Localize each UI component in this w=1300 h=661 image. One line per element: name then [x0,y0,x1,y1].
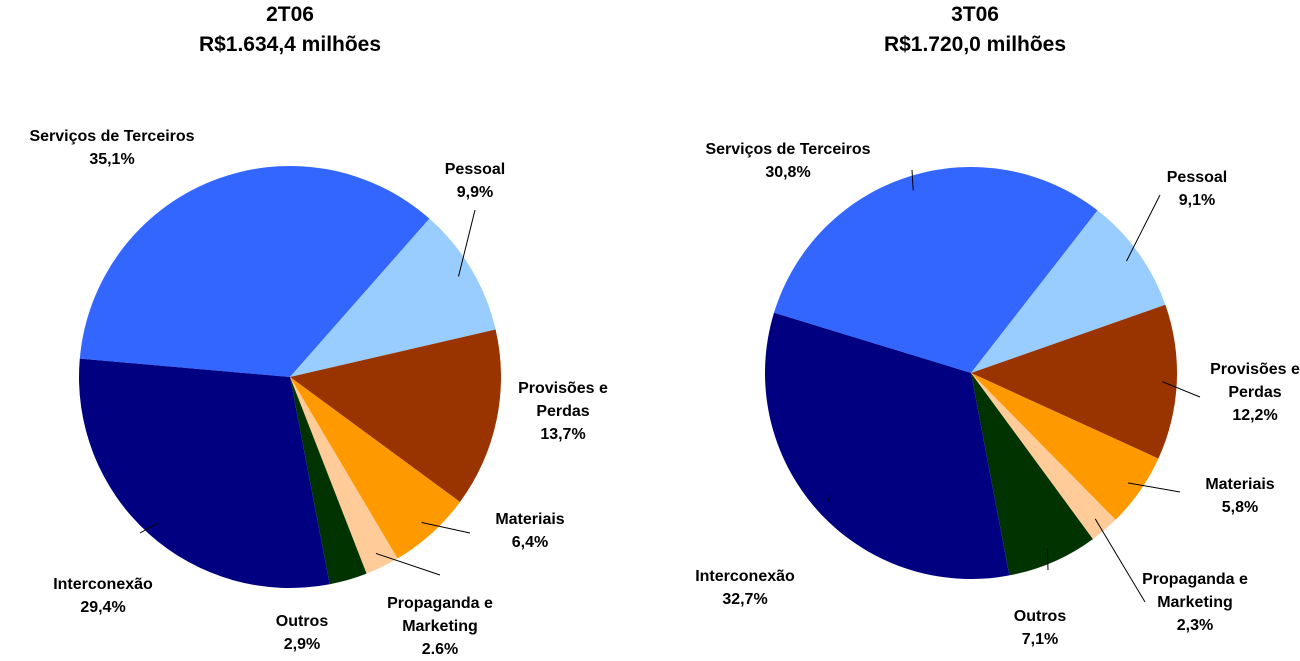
pie-slice [290,329,501,502]
slice-label: Materiais 5,8% [1195,473,1285,519]
slice-name: Interconexão [695,568,795,585]
slice-value: 2.6% [421,641,459,658]
slice-label: Interconexão 32,7% [675,565,815,611]
slice-name: Serviços de Terceiros [29,128,195,145]
slice-value: 32,7% [722,591,768,608]
leader-line [375,552,441,576]
chart-title: 3T06 [951,3,999,26]
pie-slice [764,312,1010,579]
slice-value: 2,3% [1176,617,1214,634]
leader-line [421,521,471,534]
pie-slice [290,377,398,574]
pie-slice [971,373,1093,576]
slice-value: 2,9% [283,636,321,653]
pie-slice [79,166,430,377]
slice-name: Propaganda e Marketing [387,595,493,635]
leader-line [911,169,914,191]
slice-name: Pessoal [1166,169,1228,186]
chart-title: 2T06 [266,3,314,26]
leader-line [139,522,159,534]
pie-slice [971,373,1116,540]
slice-label: Pessoal 9,1% [1157,166,1237,212]
slice-label: Pessoal 9,9% [435,158,515,204]
slice-name: Serviços de Terceiros [705,141,871,158]
chart-subtitle: R$1.720,0 milhões [883,33,1067,56]
slice-value: 29,4% [80,599,126,616]
slice-name: Propaganda e Marketing [1142,571,1248,611]
leader-line [1127,482,1181,493]
slice-label: Serviços de Terceiros 35,1% [2,125,222,171]
slice-value: 9,9% [456,184,494,201]
slice-name: Pessoal [444,161,506,178]
leader-line [1162,381,1201,398]
slice-name: Provisões e Perdas [518,380,608,420]
slice-name: Outros [1013,608,1067,625]
slice-name: Outros [275,613,329,630]
pie-slice [290,377,367,585]
slice-name: Interconexão [53,576,153,593]
pie-slice [774,167,1098,373]
slice-label: Provisões e Perdas 13,7% [513,377,613,446]
slice-name: Materiais [495,511,565,528]
pie-slice [971,210,1166,373]
slice-value: 5,8% [1221,499,1259,516]
pie-slice [290,377,461,559]
slice-value: 6,4% [511,534,549,551]
leader-line [1046,548,1049,571]
slice-label: Interconexão 29,4% [33,573,173,619]
slice-label: Materiais 6,4% [485,508,575,554]
pie-slice [78,358,330,588]
slice-label: Propaganda e Marketing 2,3% [1130,568,1260,637]
slice-label: Outros 7,1% [1000,605,1080,651]
slice-value: 30,8% [765,164,811,181]
slice-label: Outros 2,9% [262,610,342,656]
leader-line [458,209,476,277]
slice-value: 7,1% [1021,631,1059,648]
leader-line [1094,518,1146,603]
slice-label: Propaganda e Marketing 2.6% [375,592,505,661]
slice-value: 35,1% [89,151,135,168]
pie-slice [971,373,1159,520]
chart-subtitle: R$1.634,4 milhões [198,33,382,56]
leader-line [827,494,831,501]
slice-value: 9,1% [1178,192,1216,209]
pie-slice [971,304,1177,459]
slice-value: 13,7% [540,426,586,443]
slice-name: Materiais [1205,476,1275,493]
slice-label: Serviços de Terceiros 30,8% [678,138,898,184]
slice-name: Provisões e Perdas [1210,361,1300,401]
leader-line [1126,194,1161,262]
pie-slice [290,218,496,377]
slice-label: Provisões e Perdas 12,2% [1205,358,1300,427]
slice-value: 12,2% [1232,407,1278,424]
